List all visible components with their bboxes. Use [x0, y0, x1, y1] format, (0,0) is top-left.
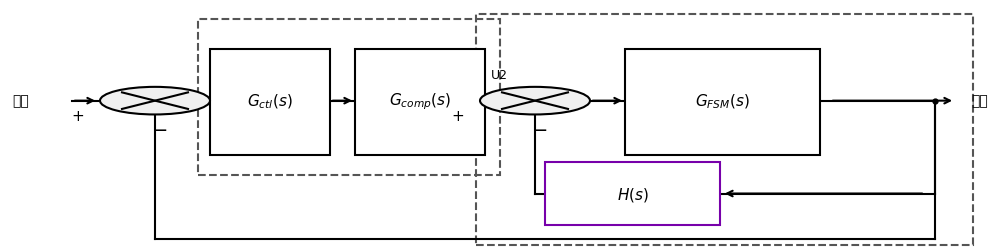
Text: $G_{FSM}(s)$: $G_{FSM}(s)$	[695, 92, 750, 110]
Text: −: −	[532, 120, 548, 140]
Bar	[355, 50, 485, 155]
Text: 输出: 输出	[971, 94, 988, 108]
Bar	[545, 162, 720, 225]
Bar	[476, 15, 973, 245]
Text: U1: U1	[215, 68, 232, 81]
Bar	[625, 50, 820, 155]
Circle shape	[480, 88, 590, 115]
Text: U2: U2	[491, 68, 508, 81]
Text: +: +	[452, 109, 464, 124]
Circle shape	[100, 88, 210, 115]
Text: −: −	[152, 120, 168, 140]
Text: $G_{ctl}(s)$: $G_{ctl}(s)$	[247, 92, 293, 110]
Bar	[198, 20, 500, 175]
Bar	[210, 50, 330, 155]
Text: $G_{comp}(s)$: $G_{comp}(s)$	[389, 91, 451, 112]
Text: +: +	[72, 109, 84, 124]
Text: $H(s)$: $H(s)$	[617, 185, 648, 203]
Text: 输入: 输入	[12, 94, 29, 108]
